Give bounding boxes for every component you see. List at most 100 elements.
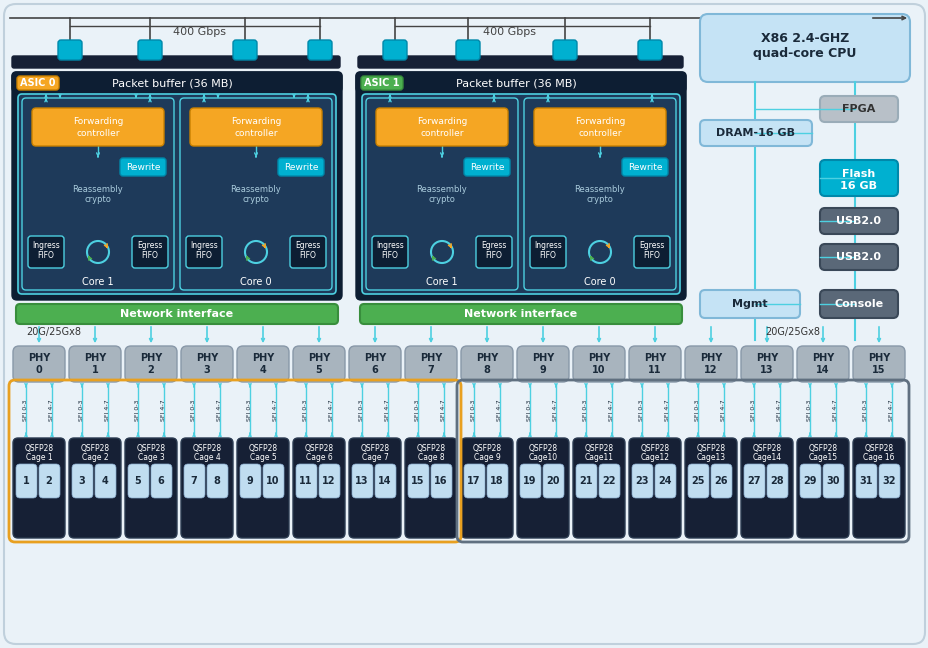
Text: Forwarding: Forwarding <box>230 117 281 126</box>
Text: 3: 3 <box>203 365 210 375</box>
FancyBboxPatch shape <box>151 464 172 498</box>
Text: Cage 4: Cage 4 <box>193 454 220 463</box>
Text: DRAM-16 GB: DRAM-16 GB <box>715 128 794 138</box>
Text: SFI 4-7: SFI 4-7 <box>441 399 446 421</box>
Text: QSFP28: QSFP28 <box>639 443 669 452</box>
FancyBboxPatch shape <box>32 108 164 146</box>
Text: FIFO: FIFO <box>539 251 556 260</box>
Text: 13: 13 <box>354 476 368 486</box>
FancyBboxPatch shape <box>349 346 401 382</box>
FancyBboxPatch shape <box>819 160 897 196</box>
Text: PHY: PHY <box>699 353 721 363</box>
FancyBboxPatch shape <box>688 464 708 498</box>
Text: Packet buffer (36 MB): Packet buffer (36 MB) <box>455 78 575 88</box>
Text: crypto: crypto <box>428 196 455 205</box>
Text: SFI 0-3: SFI 0-3 <box>862 399 868 421</box>
Text: SFI 4-7: SFI 4-7 <box>106 399 110 421</box>
FancyBboxPatch shape <box>552 40 576 60</box>
FancyBboxPatch shape <box>684 346 736 382</box>
Text: SFI 4-7: SFI 4-7 <box>553 399 558 421</box>
Text: 21: 21 <box>579 476 592 486</box>
Text: 16: 16 <box>433 476 447 486</box>
Text: 10: 10 <box>266 476 279 486</box>
Text: SFI 0-3: SFI 0-3 <box>751 399 755 421</box>
FancyBboxPatch shape <box>207 464 227 498</box>
FancyBboxPatch shape <box>631 464 652 498</box>
Text: QSFP28: QSFP28 <box>360 443 389 452</box>
Text: 7: 7 <box>427 365 434 375</box>
FancyBboxPatch shape <box>523 98 676 290</box>
FancyBboxPatch shape <box>308 40 331 60</box>
FancyBboxPatch shape <box>638 40 662 60</box>
Text: controller: controller <box>419 130 463 139</box>
Text: 24: 24 <box>658 476 671 486</box>
Text: SFI 0-3: SFI 0-3 <box>471 399 476 421</box>
FancyBboxPatch shape <box>366 98 518 290</box>
Text: FIFO: FIFO <box>381 251 398 260</box>
Text: SFI 4-7: SFI 4-7 <box>497 399 502 421</box>
Text: QSFP28: QSFP28 <box>136 443 165 452</box>
FancyBboxPatch shape <box>58 40 82 60</box>
Text: SFI 4-7: SFI 4-7 <box>832 399 838 421</box>
FancyBboxPatch shape <box>767 464 787 498</box>
Text: controller: controller <box>76 130 120 139</box>
Text: 2: 2 <box>45 476 52 486</box>
Text: FIFO: FIFO <box>643 251 660 260</box>
Text: ASIC 1: ASIC 1 <box>364 78 399 88</box>
FancyBboxPatch shape <box>362 94 679 294</box>
FancyBboxPatch shape <box>633 236 669 268</box>
FancyBboxPatch shape <box>371 236 407 268</box>
FancyBboxPatch shape <box>796 438 848 538</box>
FancyBboxPatch shape <box>741 346 793 382</box>
Text: FIFO: FIFO <box>141 251 159 260</box>
FancyBboxPatch shape <box>13 438 65 538</box>
Text: 19: 19 <box>522 476 536 486</box>
Text: SFI 0-3: SFI 0-3 <box>415 399 420 421</box>
Text: X86 2.4-GHZ: X86 2.4-GHZ <box>760 32 848 45</box>
Text: 31: 31 <box>858 476 871 486</box>
FancyBboxPatch shape <box>475 236 511 268</box>
Text: 4: 4 <box>101 476 109 486</box>
Text: Cage11: Cage11 <box>584 454 612 463</box>
Text: PHY: PHY <box>587 353 610 363</box>
Text: SFI 0-3: SFI 0-3 <box>695 399 700 421</box>
FancyBboxPatch shape <box>357 56 682 68</box>
Text: 8: 8 <box>213 476 220 486</box>
FancyBboxPatch shape <box>17 76 59 90</box>
FancyBboxPatch shape <box>292 438 344 538</box>
Text: 400 Gbps: 400 Gbps <box>174 27 226 37</box>
FancyBboxPatch shape <box>517 438 568 538</box>
Text: 25: 25 <box>690 476 704 486</box>
Text: 23: 23 <box>635 476 648 486</box>
FancyBboxPatch shape <box>622 158 667 176</box>
Text: Rewrite: Rewrite <box>627 163 662 172</box>
Text: 0: 0 <box>35 365 43 375</box>
FancyBboxPatch shape <box>22 98 174 290</box>
Text: FIFO: FIFO <box>196 251 213 260</box>
Text: Rewrite: Rewrite <box>470 163 504 172</box>
FancyBboxPatch shape <box>290 236 326 268</box>
FancyBboxPatch shape <box>120 158 166 176</box>
FancyBboxPatch shape <box>13 346 65 382</box>
FancyBboxPatch shape <box>699 14 909 82</box>
Text: QSFP28: QSFP28 <box>24 443 54 452</box>
FancyBboxPatch shape <box>39 464 60 498</box>
FancyBboxPatch shape <box>237 346 289 382</box>
Text: 6: 6 <box>158 476 164 486</box>
Text: SFI 0-3: SFI 0-3 <box>247 399 252 421</box>
FancyBboxPatch shape <box>628 346 680 382</box>
Text: PHY: PHY <box>307 353 329 363</box>
FancyBboxPatch shape <box>654 464 676 498</box>
Text: 4: 4 <box>259 365 266 375</box>
Text: 17: 17 <box>467 476 480 486</box>
FancyBboxPatch shape <box>405 346 457 382</box>
FancyBboxPatch shape <box>125 438 177 538</box>
Text: SFI 4-7: SFI 4-7 <box>664 399 670 421</box>
Text: PHY: PHY <box>532 353 553 363</box>
Text: crypto: crypto <box>84 196 111 205</box>
FancyBboxPatch shape <box>573 346 625 382</box>
FancyBboxPatch shape <box>180 98 331 290</box>
Text: Network interface: Network interface <box>121 309 233 319</box>
FancyBboxPatch shape <box>822 464 844 498</box>
FancyBboxPatch shape <box>375 464 395 498</box>
